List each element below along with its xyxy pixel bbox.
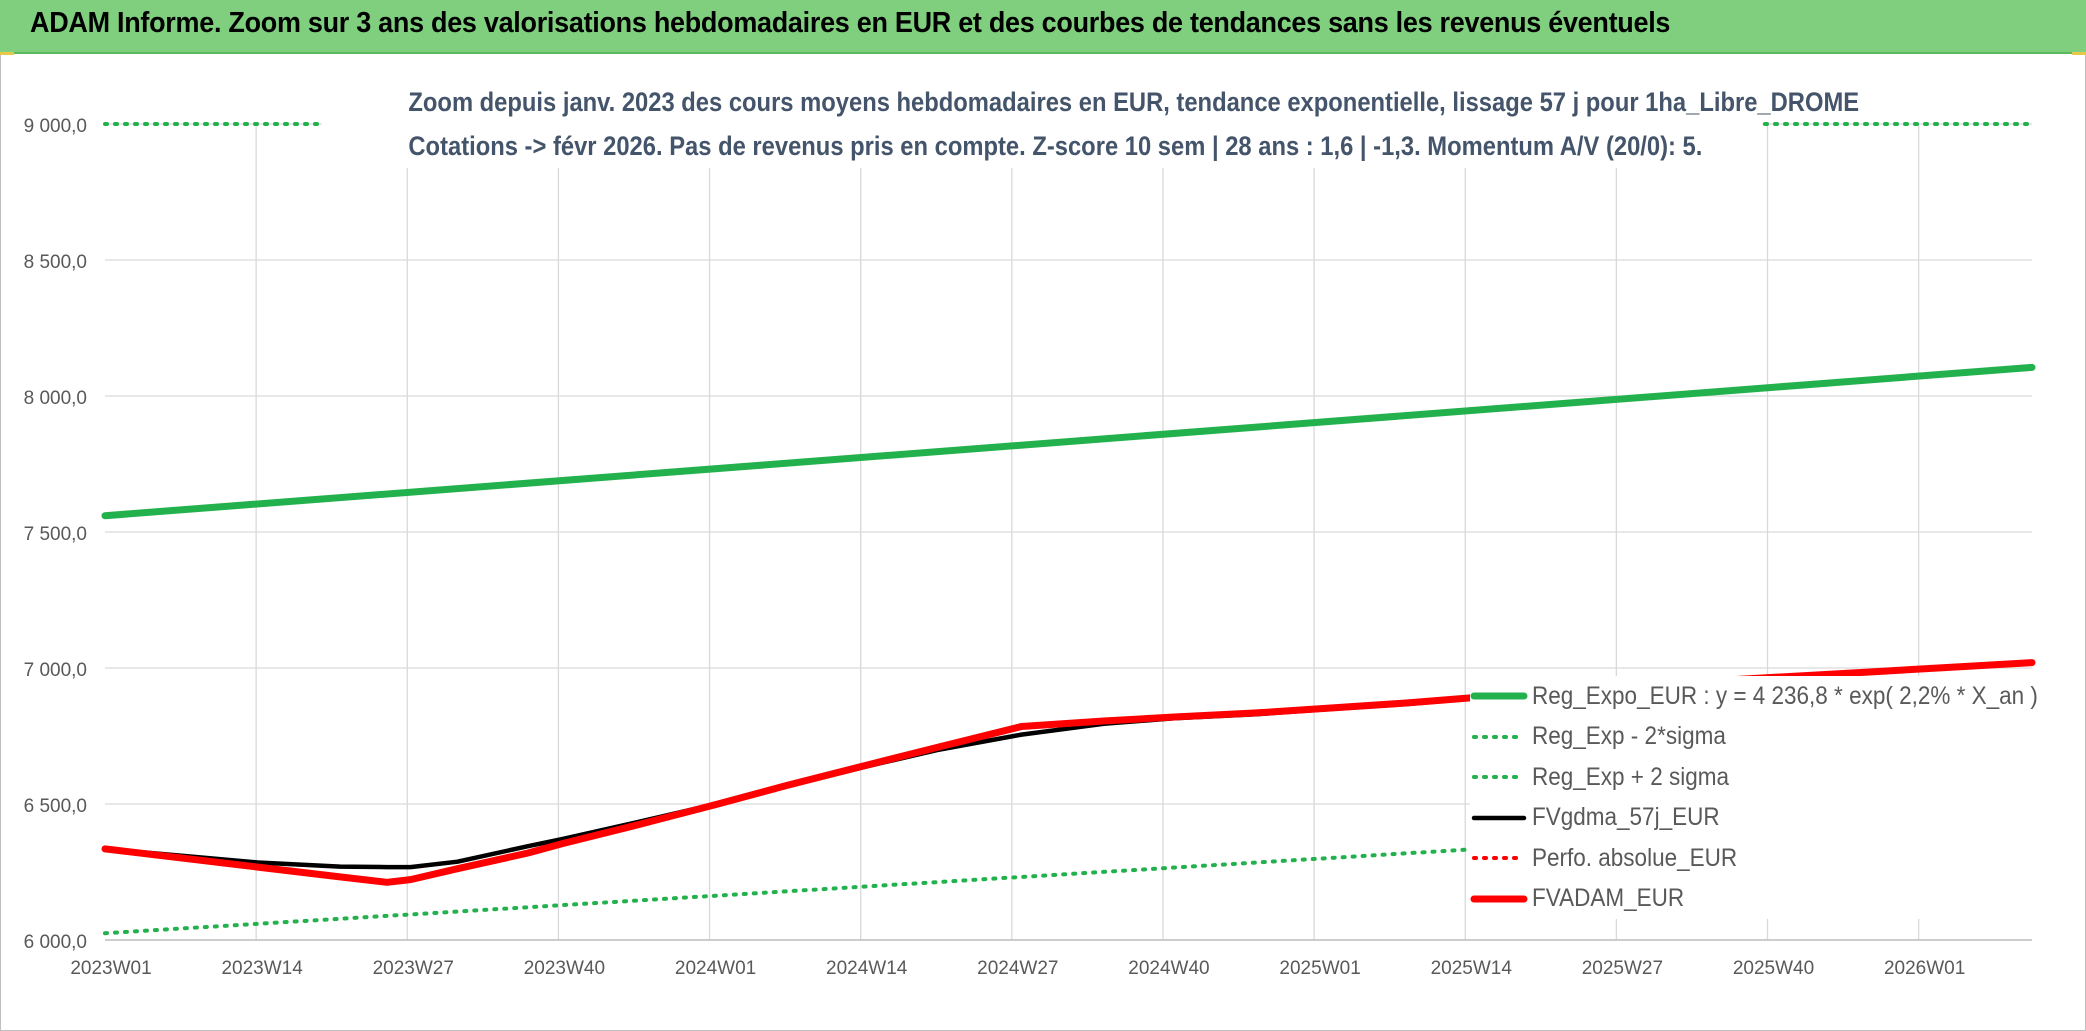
y-tick-label: 7 000,0 (24, 660, 87, 681)
x-tick-label: 2025W40 (1733, 958, 1814, 979)
legend-label: Reg_Exp - 2*sigma (1532, 722, 1726, 751)
y-tick-label: 9 000,0 (24, 116, 87, 137)
legend-swatch (1470, 727, 1528, 747)
chart-legend: Reg_Expo_EUR : y = 4 236,8 * exp( 2,2% *… (1470, 676, 2040, 919)
series-line-4 (103, 660, 2034, 885)
legend-swatch (1470, 686, 1528, 706)
banner-accent-left (0, 52, 14, 55)
banner-title: ADAM Informe. Zoom sur 3 ans des valoris… (30, 7, 1671, 39)
banner: ADAM Informe. Zoom sur 3 ans des valoris… (0, 0, 2086, 54)
x-tick-label: 2026W01 (1884, 958, 1965, 979)
x-tick-label: 2024W27 (977, 958, 1058, 979)
y-tick-label: 6 500,0 (24, 796, 87, 817)
x-tick-label: 2024W01 (675, 958, 756, 979)
y-tick-label: 6 000,0 (24, 932, 87, 953)
chart-title-line-1: Zoom depuis janv. 2023 des cours moyens … (408, 87, 1860, 117)
legend-label: Reg_Expo_EUR : y = 4 236,8 * exp( 2,2% *… (1532, 681, 2038, 710)
legend-swatch (1470, 848, 1528, 868)
x-tick-label: 2023W40 (524, 958, 605, 979)
x-tick-label: 2025W14 (1431, 958, 1513, 979)
x-tick-label: 2024W40 (1128, 958, 1209, 979)
x-tick-label: 2025W27 (1582, 958, 1663, 979)
legend-swatch (1470, 767, 1528, 787)
x-tick-label: 2023W14 (221, 958, 303, 979)
legend-item: Reg_Expo_EUR : y = 4 236,8 * exp( 2,2% *… (1470, 676, 2040, 717)
legend-item: FVADAM_EUR (1470, 879, 2040, 920)
legend-swatch (1470, 889, 1528, 909)
series-line-0 (101, 363, 2036, 520)
legend-item: Reg_Exp + 2 sigma (1470, 757, 2040, 798)
y-tick-label: 8 000,0 (24, 388, 87, 409)
x-tick-label: 2024W14 (826, 958, 908, 979)
legend-item: FVgdma_57j_EUR (1470, 798, 2040, 839)
legend-item: Reg_Exp - 2*sigma (1470, 717, 2040, 758)
y-tick-label: 7 500,0 (24, 524, 87, 545)
banner-accent-right (2072, 52, 2086, 55)
legend-label: Perfo. absolue_EUR (1532, 843, 1738, 872)
y-tick-label: 8 500,0 (24, 252, 87, 273)
legend-swatch (1470, 808, 1528, 828)
legend-label: FVADAM_EUR (1532, 884, 1685, 913)
legend-item: Perfo. absolue_EUR (1470, 838, 2040, 879)
x-tick-label: 2023W01 (70, 958, 151, 979)
chart-title: Zoom depuis janv. 2023 des cours moyens … (322, 80, 1860, 168)
legend-label: FVgdma_57j_EUR (1532, 803, 1720, 832)
x-tick-label: 2023W27 (373, 958, 454, 979)
legend-label: Reg_Exp + 2 sigma (1532, 762, 1729, 791)
x-tick-label: 2025W01 (1279, 958, 1360, 979)
chart-title-line-2: Cotations -> févr 2026. Pas de revenus p… (408, 131, 1703, 161)
